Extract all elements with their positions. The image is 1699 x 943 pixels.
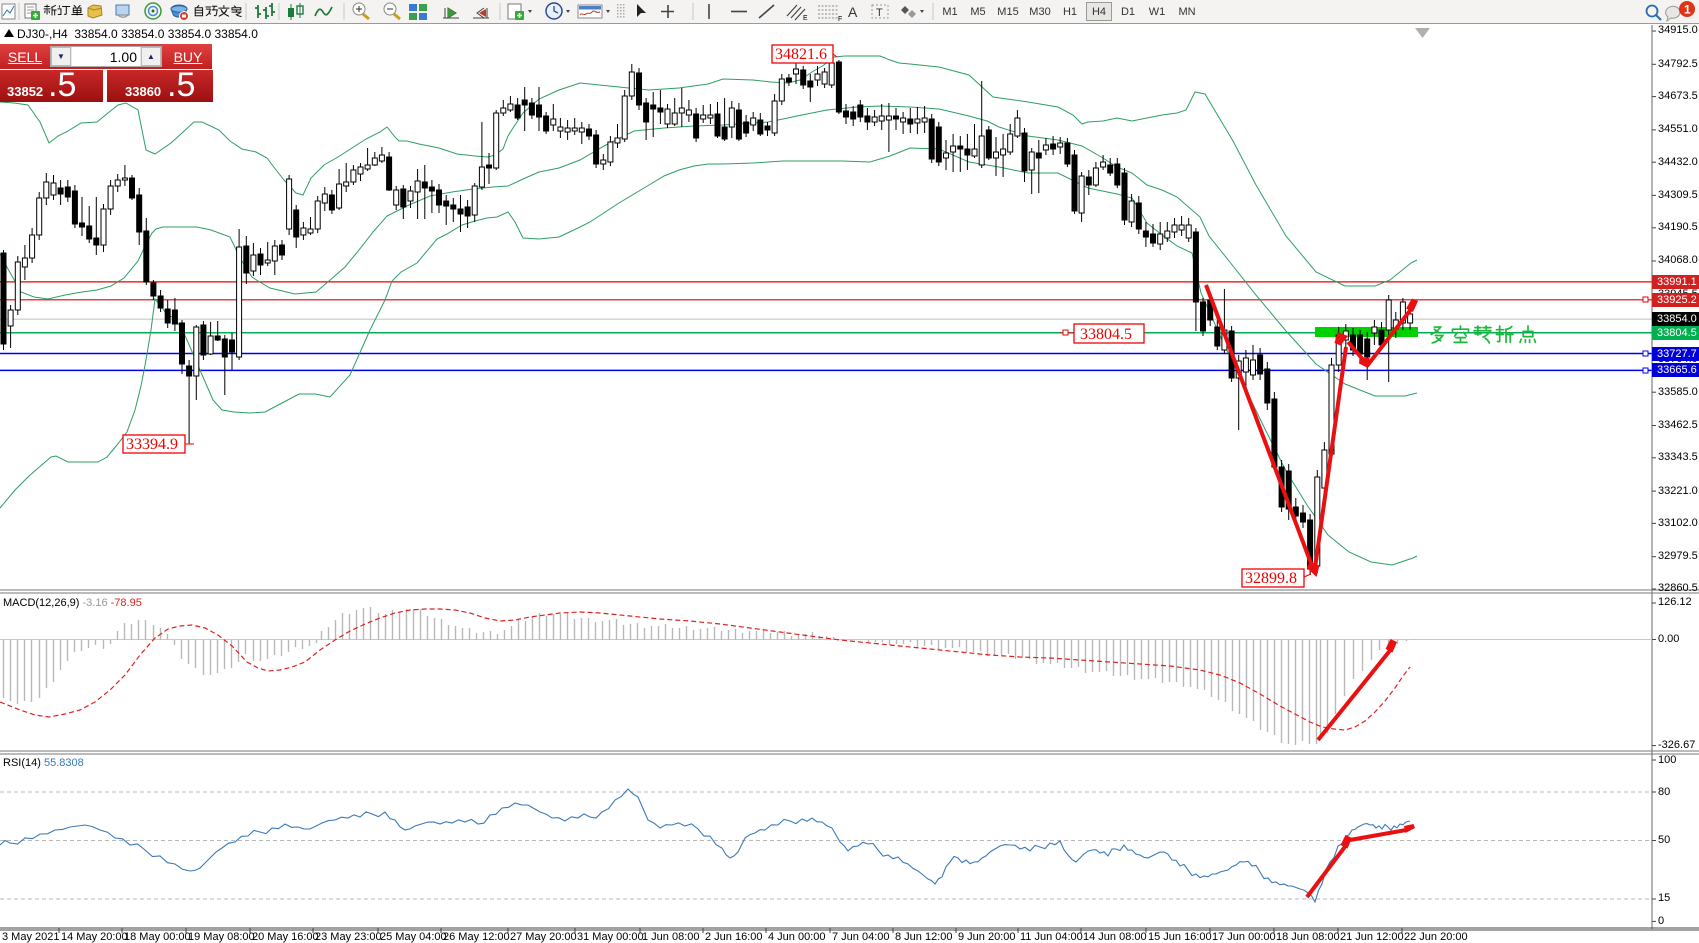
- svg-text:E: E: [803, 15, 808, 22]
- svg-text:33804.5: 33804.5: [1080, 326, 1132, 343]
- svg-text:34821.6: 34821.6: [775, 46, 827, 63]
- svg-text:T: T: [876, 7, 883, 19]
- svg-text:1: 1: [1684, 3, 1691, 17]
- svg-text:32899.8: 32899.8: [1245, 570, 1297, 587]
- svg-text:F: F: [838, 16, 842, 23]
- svg-text:A: A: [848, 4, 858, 20]
- svg-text:33394.9: 33394.9: [126, 436, 178, 453]
